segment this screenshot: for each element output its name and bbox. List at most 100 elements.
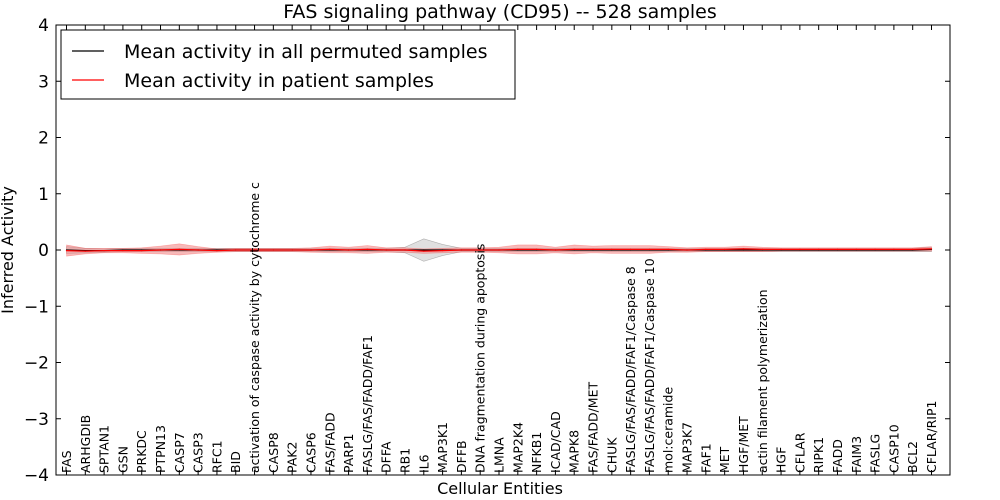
data-point-patient [253,249,256,251]
data-point-patient [141,250,143,252]
x-tick-label: CASP3 [191,432,206,473]
x-tick-label: FADD [830,439,845,473]
data-point-patient [122,250,124,252]
x-tick-label: FAS/FADD/MET [586,382,601,473]
data-point-patient [930,248,933,250]
x-tick-label: FASLG/FAS/FADD/FAF1/Caspase 10 [642,258,657,473]
data-point-patient [592,248,594,250]
data-point-patient [235,249,237,251]
x-tick-label: FAS/FADD [322,412,337,473]
data-point-patient [517,248,519,250]
data-point-patient [291,249,293,251]
data-point-patient [573,248,575,250]
data-point-patient [912,248,914,250]
x-tick-label: CASP10 [886,424,901,473]
x-tick-label: mol:ceramide [661,387,676,473]
x-tick-label: RIPK1 [811,437,826,473]
data-point-patient [366,248,368,250]
y-axis-label: Inferred Activity [0,186,17,314]
data-point-patient [348,249,350,251]
data-point-patient [630,248,632,250]
x-axis-label: Cellular Entities [437,479,563,498]
data-point-patient [442,250,444,252]
data-point-patient [667,248,669,250]
x-tick-label: MET [717,446,732,473]
data-point-patient [554,249,557,251]
data-point-patient [761,248,763,250]
data-point-patient [705,248,707,250]
x-tick-label: CASP7 [172,432,187,473]
x-tick-label: ARHGDIB [78,415,93,473]
x-tick-label: CFLAR [792,432,807,473]
legend-box [60,29,516,100]
y-tick-label: −2 [24,354,49,374]
x-tick-label: RFC1 [209,440,224,473]
x-tick-label: RB1 [398,448,413,473]
data-point-permuted [742,249,745,251]
data-point-patient [423,250,425,252]
data-point-permuted [423,249,425,251]
data-point-patient [216,250,218,252]
x-tick-label: MAP2K4 [510,422,525,473]
chart-title: FAS signaling pathway (CD95) -- 528 samp… [283,1,717,23]
x-tick-label: GSN [115,446,130,473]
data-point-patient [836,248,839,250]
data-point-patient [893,248,895,250]
x-tick-label: DFFA [379,441,394,473]
x-tick-label: MAP3K7 [680,422,695,473]
x-tick-label: activation of caspase activity by cytoch… [247,182,262,473]
legend-label-patient: Mean activity in patient samples [124,70,434,92]
data-point-patient [855,248,857,250]
y-axis: −4 −3 −2 −1 0 1 2 3 4 [24,16,950,486]
data-point-patient [310,249,312,251]
x-tick-label: IL6 [416,454,431,473]
data-point-patient [818,248,820,250]
y-tick-label: 0 [38,241,49,261]
y-tick-label: 4 [38,16,49,36]
data-point-patient [686,249,688,251]
x-tick-label: FASLG/FAS/FADD/FAF1/Caspase 8 [623,266,638,473]
legend-label-permuted: Mean activity in all permuted samples [124,41,487,63]
x-tick-label: FASLG [868,434,883,473]
x-tick-label: ICAD/CAD [548,411,563,473]
x-tick-label: MAP3K1 [435,422,450,473]
y-tick-label: −4 [24,466,49,486]
data-point-patient [780,248,782,250]
x-tick-label: CASP6 [304,432,319,473]
data-point-patient [103,250,105,252]
data-point-patient [404,249,406,251]
x-tick-label: MAPK8 [567,430,582,473]
data-point-patient [385,249,387,251]
data-point-patient [329,248,331,250]
x-tick-label: HGF [774,447,789,473]
x-tick-label: HGF/MET [736,416,751,473]
x-tick-label: CASP8 [266,432,281,473]
data-point-patient [724,248,726,250]
data-point-patient [479,249,481,251]
data-point-patient [611,248,613,250]
y-tick-label: 2 [38,129,49,149]
y-tick-label: −3 [24,410,49,430]
y-tick-label: 3 [38,72,49,92]
x-tick-label: PTPN13 [153,425,168,473]
data-point-patient [65,250,68,252]
x-tick-label: FAF1 [698,443,713,473]
plot-area [65,238,933,262]
x-tick-label: PARP1 [341,434,356,473]
x-tick-label: DFFB [454,440,469,473]
x-tick-label: CFLAR/RIP1 [924,401,939,473]
data-point-patient [498,249,500,251]
data-point-patient [536,248,538,250]
x-tick-label: PRKDC [134,430,149,473]
y-tick-label: −1 [24,297,49,317]
data-point-patient [648,248,651,250]
x-tick-label: PAK2 [285,442,300,473]
x-axis: FAS ARHGDIB SPTAN1 GSN PRKDC PTPN13 CASP7 CASP3… [59,25,939,475]
x-tick-label: BCL2 [905,441,920,473]
x-tick-label: actin filament polymerization [755,289,770,473]
data-point-patient [799,248,801,250]
legend: Mean activity in all permuted samples Me… [60,29,516,100]
data-point-patient [178,248,180,250]
x-tick-label: LMNA [492,437,507,473]
x-tick-label: FAIM3 [849,436,864,473]
